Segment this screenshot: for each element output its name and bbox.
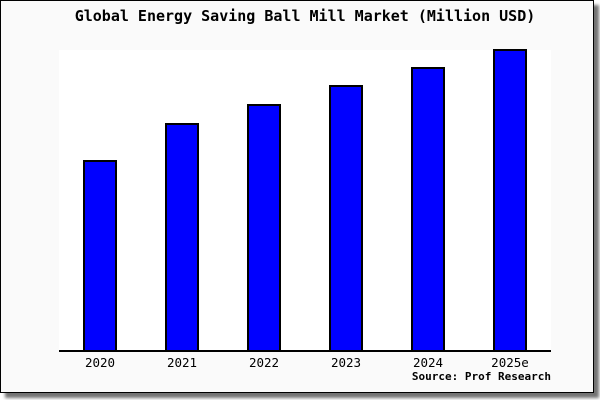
bar-slot-2021: [141, 50, 223, 350]
x-tick-label-2020: 2020: [84, 355, 116, 370]
x-tick-label-2023: 2023: [330, 355, 362, 370]
bar-2025e: [493, 49, 527, 350]
bar-slot-2020: [59, 50, 141, 350]
x-axis-ticks: 2020 2021 2022 2023 2024 2025e: [59, 355, 551, 370]
x-tick-label-2022: 2022: [248, 355, 280, 370]
bar-slot-2023: [305, 50, 387, 350]
bars: [59, 49, 551, 350]
chart-card: Global Energy Saving Ball Mill Market (M…: [0, 0, 594, 393]
chart-title: Global Energy Saving Ball Mill Market (M…: [74, 7, 536, 25]
bar-2023: [329, 85, 363, 350]
bar-2024: [411, 67, 445, 350]
bar-slot-2024: [387, 50, 469, 350]
x-tick-label-2024: 2024: [412, 355, 444, 370]
x-tick-label-2025e: 2025e: [491, 355, 529, 370]
bar-2021: [165, 123, 199, 350]
bar-2020: [83, 160, 117, 350]
bar-slot-2022: [223, 50, 305, 350]
bar-2022: [247, 104, 281, 350]
bar-slot-2025e: [469, 49, 551, 350]
source-caption: Source: Prof Research: [411, 370, 551, 383]
x-tick-label-2021: 2021: [166, 355, 198, 370]
plot-area: [59, 49, 551, 352]
